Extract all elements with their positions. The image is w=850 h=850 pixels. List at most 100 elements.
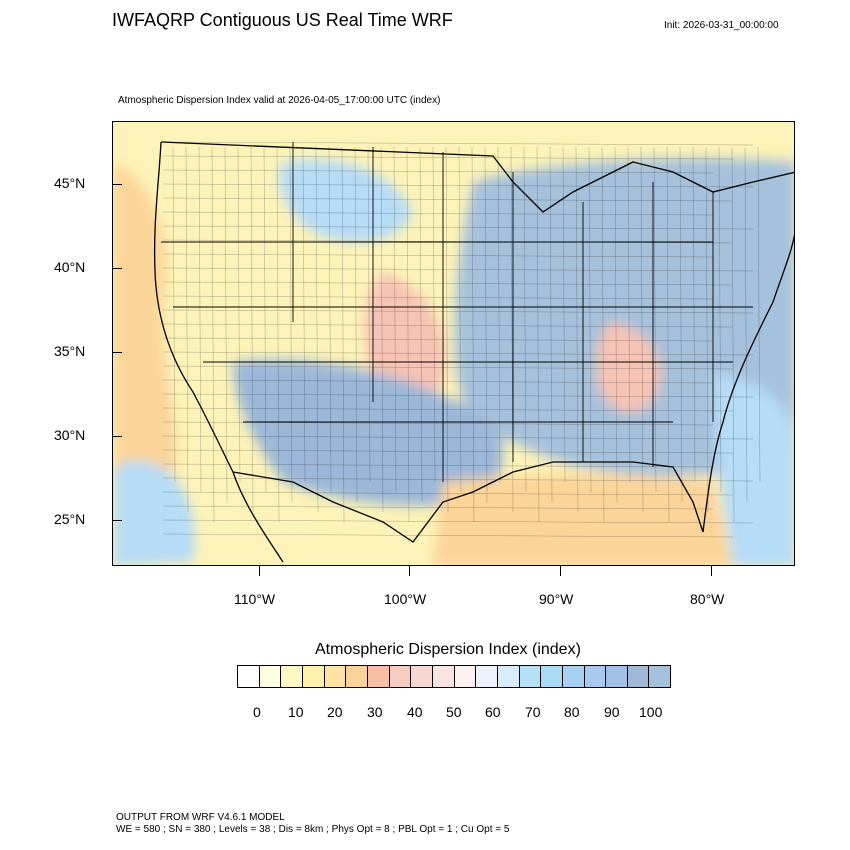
legend-tick-label: 50 (446, 704, 462, 720)
county-line (471, 146, 475, 523)
county-line (705, 146, 709, 513)
footer-model: OUTPUT FROM WRF V4.6.1 MODEL (116, 812, 285, 823)
county-line (185, 146, 189, 513)
county-line (614, 146, 618, 503)
county-line (432, 146, 436, 483)
southern-border-gulf-coast (232, 461, 704, 543)
legend-swatch (562, 666, 585, 687)
county-line (162, 281, 734, 286)
county-line (162, 295, 714, 300)
county-line (162, 407, 734, 412)
county-line (162, 477, 754, 482)
legend-swatch (519, 666, 542, 687)
county-line (679, 146, 683, 503)
state-lines-vertical (292, 142, 714, 482)
index-field (113, 158, 794, 565)
county-line (162, 379, 714, 384)
county-line (162, 337, 714, 342)
county-line (575, 146, 579, 513)
county-line (162, 365, 734, 370)
county-line (162, 533, 734, 538)
county-line (367, 146, 371, 483)
legend-swatch (238, 666, 260, 687)
county-line (162, 435, 754, 440)
county-line (419, 146, 423, 503)
county-line (536, 146, 540, 523)
county-line (653, 146, 657, 493)
legend-swatch (259, 666, 282, 687)
lat-tick-25 (112, 520, 122, 521)
county-line (562, 146, 566, 483)
county-line (640, 146, 644, 513)
county-line (162, 225, 754, 230)
county-line (627, 146, 631, 483)
county-line (354, 146, 358, 503)
lat-tick-40 (112, 268, 122, 269)
county-line (549, 146, 553, 503)
county-line (718, 146, 722, 493)
county-line (162, 211, 714, 216)
dispersion-map (113, 122, 794, 565)
legend-tick-label: 20 (327, 704, 343, 720)
legend-swatch (541, 666, 563, 687)
county-line (162, 183, 754, 188)
county-line (162, 449, 734, 454)
lon-tick-110 (259, 566, 260, 576)
county-line (250, 146, 254, 513)
county-line (328, 146, 332, 493)
county-line (162, 505, 714, 510)
legend-swatch (367, 666, 390, 687)
legend-swatch (411, 666, 433, 687)
state-boundaries (153, 141, 794, 563)
map-subtitle: Atmospheric Dispersion Index valid at 20… (118, 95, 441, 106)
lat-label-40: 40°N (54, 259, 86, 275)
county-line (731, 146, 735, 523)
county-line (172, 146, 176, 483)
legend-swatch (302, 666, 325, 687)
county-line (302, 146, 306, 483)
legend-swatch (584, 666, 607, 687)
county-line (601, 146, 605, 523)
legend-tick-label: 40 (407, 704, 423, 720)
lat-tick-30 (112, 436, 122, 437)
lon-tick-90 (560, 566, 561, 576)
legend-swatch (476, 666, 498, 687)
chart-title: IWFAQRP Contiguous US Real Time WRF (112, 10, 453, 30)
field-patch-west (113, 162, 176, 502)
lon-label-100: 100°W (384, 591, 427, 607)
lon-label-110: 110°W (234, 591, 276, 607)
county-line (445, 146, 449, 513)
field-patch-atlantic (713, 372, 794, 565)
lat-label-45: 45°N (54, 175, 86, 191)
legend-swatch (497, 666, 520, 687)
lat-tick-45 (112, 184, 122, 185)
county-line (523, 146, 527, 493)
lon-label-90: 90°W (539, 591, 574, 607)
west-coastline (153, 141, 284, 563)
county-line (162, 393, 754, 398)
county-line (162, 463, 714, 468)
legend-swatch (454, 666, 477, 687)
legend-swatch (649, 666, 671, 687)
field-patch-north (279, 159, 413, 243)
county-line (757, 146, 761, 483)
legend-tick-label: 60 (485, 704, 501, 720)
field-patch-east (454, 158, 794, 477)
county-line (162, 351, 754, 356)
lon-tick-100 (409, 566, 410, 576)
county-line (341, 146, 345, 523)
county-line (276, 146, 280, 523)
legend-swatch (389, 666, 412, 687)
county-line (237, 146, 241, 483)
county-line (666, 146, 670, 523)
legend-tick-label: 80 (564, 704, 580, 720)
county-boundaries (162, 141, 761, 538)
legend-swatch (432, 666, 455, 687)
legend-tick-label: 90 (604, 704, 620, 720)
county-line (162, 253, 714, 258)
legend-swatch (606, 666, 628, 687)
county-line (211, 146, 215, 523)
county-line (289, 146, 293, 503)
legend-title: Atmospheric Dispersion Index (index) (315, 641, 581, 658)
county-line (162, 169, 714, 174)
